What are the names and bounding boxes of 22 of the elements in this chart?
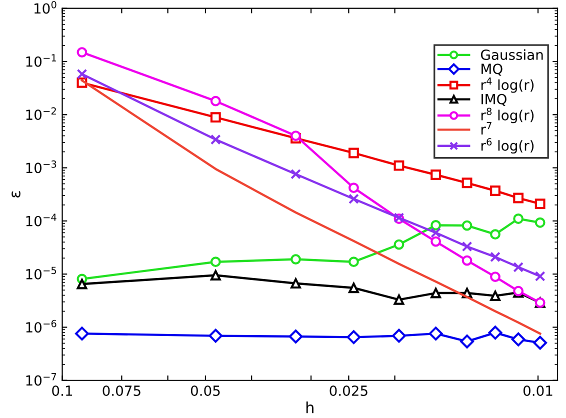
y-tick-label: 10$^{−1}$	[26, 54, 56, 67]
y-tick-label: 10$^{0}$	[34, 1, 56, 14]
x-tick-label: 0.1	[52, 385, 72, 396]
x-tick-label: 0.025	[330, 385, 368, 396]
x-axis-title: h	[306, 401, 314, 414]
y-tick-label: 10$^{−2}$	[26, 107, 56, 120]
y-tick-label: 10$^{−3}$	[26, 160, 56, 174]
x-tick-label: 0.075	[102, 385, 140, 396]
y-tick-label: 10$^{−5}$	[26, 266, 56, 280]
legend-label: Gaussian	[480, 49, 543, 60]
legend-label: r$^{4}$ log(r)	[481, 78, 534, 93]
y-tick-label: 10$^{−6}$	[26, 320, 56, 333]
legend-label: r$^{8}$ log(r)	[481, 108, 534, 124]
x-tick-label: 0.01	[523, 385, 552, 396]
x-tick-label: 0.05	[190, 385, 220, 396]
legend-label: r$^{7}$	[481, 122, 492, 134]
y-tick-label: 10$^{−7}$	[26, 373, 56, 386]
legend-label: IMQ	[482, 94, 506, 106]
legend-label: MQ	[482, 64, 502, 76]
y-tick-label: 10$^{−4}$	[26, 214, 56, 226]
legend-label: r$^{6}$ log(r)	[481, 138, 534, 154]
y-axis-title: ε	[12, 191, 20, 198]
